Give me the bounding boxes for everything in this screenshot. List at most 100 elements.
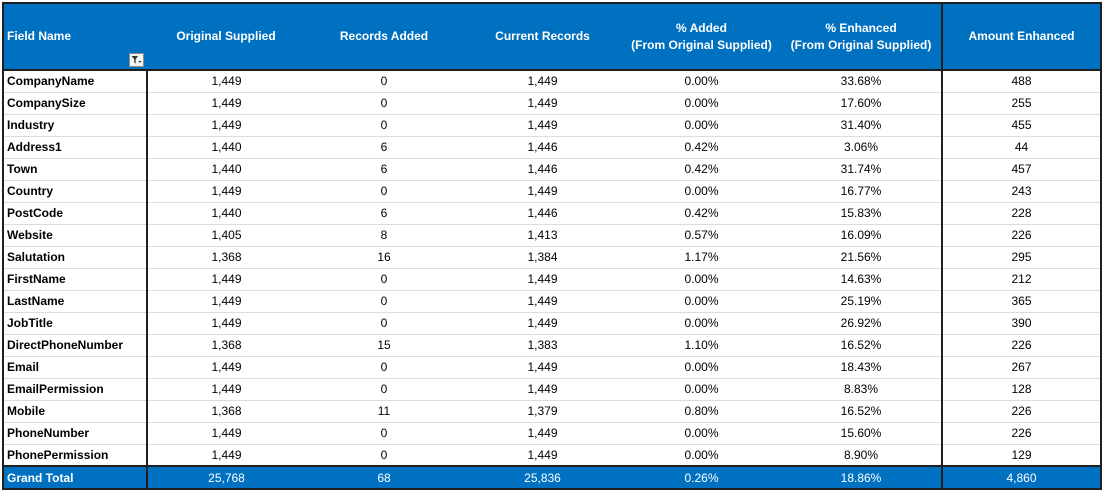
records-added-cell[interactable]: 0 bbox=[305, 422, 463, 445]
pct-added-cell[interactable]: 1.17% bbox=[622, 246, 781, 269]
amount-enhanced-cell[interactable]: 243 bbox=[942, 180, 1102, 203]
grand-total-added[interactable]: 68 bbox=[305, 465, 463, 490]
amount-enhanced-cell[interactable]: 226 bbox=[942, 422, 1102, 445]
original-supplied-cell[interactable]: 1,440 bbox=[147, 158, 305, 181]
amount-enhanced-cell[interactable]: 226 bbox=[942, 224, 1102, 247]
amount-enhanced-cell[interactable]: 295 bbox=[942, 246, 1102, 269]
pct-added-cell[interactable]: 0.00% bbox=[622, 378, 781, 401]
grand-total-current[interactable]: 25,836 bbox=[463, 465, 622, 490]
grand-total-label[interactable]: Grand Total bbox=[2, 465, 148, 490]
original-supplied-cell[interactable]: 1,449 bbox=[147, 290, 305, 313]
pct-enhanced-cell[interactable]: 16.77% bbox=[781, 180, 943, 203]
pct-enhanced-cell[interactable]: 14.63% bbox=[781, 268, 943, 291]
pct-enhanced-cell[interactable]: 15.83% bbox=[781, 202, 943, 225]
grand-total-original[interactable]: 25,768 bbox=[147, 465, 305, 490]
pct-enhanced-cell[interactable]: 16.52% bbox=[781, 334, 943, 357]
original-supplied-cell[interactable]: 1,449 bbox=[147, 422, 305, 445]
current-records-cell[interactable]: 1,449 bbox=[463, 290, 622, 313]
original-supplied-cell[interactable]: 1,368 bbox=[147, 334, 305, 357]
amount-enhanced-cell[interactable]: 129 bbox=[942, 444, 1102, 467]
current-records-cell[interactable]: 1,449 bbox=[463, 92, 622, 115]
records-added-cell[interactable]: 0 bbox=[305, 92, 463, 115]
pct-added-cell[interactable]: 0.00% bbox=[622, 70, 781, 93]
pct-added-cell[interactable]: 0.00% bbox=[622, 180, 781, 203]
current-records-cell[interactable]: 1,446 bbox=[463, 136, 622, 159]
pct-enhanced-cell[interactable]: 16.09% bbox=[781, 224, 943, 247]
original-supplied-cell[interactable]: 1,449 bbox=[147, 444, 305, 467]
records-added-cell[interactable]: 0 bbox=[305, 70, 463, 93]
pct-added-header[interactable]: % Added (From Original Supplied) bbox=[622, 2, 781, 71]
pct-added-cell[interactable]: 0.00% bbox=[622, 268, 781, 291]
pct-enhanced-cell[interactable]: 26.92% bbox=[781, 312, 943, 335]
grand-total-pct-added[interactable]: 0.26% bbox=[622, 465, 781, 490]
pct-added-cell[interactable]: 0.80% bbox=[622, 400, 781, 423]
amount-enhanced-cell[interactable]: 226 bbox=[942, 334, 1102, 357]
pct-enhanced-cell[interactable]: 31.40% bbox=[781, 114, 943, 137]
field-name-cell[interactable]: PostCode bbox=[2, 202, 148, 225]
current-records-cell[interactable]: 1,446 bbox=[463, 202, 622, 225]
pct-added-cell[interactable]: 0.00% bbox=[622, 290, 781, 313]
amount-enhanced-cell[interactable]: 228 bbox=[942, 202, 1102, 225]
pct-added-cell[interactable]: 0.00% bbox=[622, 422, 781, 445]
field-name-cell[interactable]: PhoneNumber bbox=[2, 422, 148, 445]
amount-enhanced-cell[interactable]: 128 bbox=[942, 378, 1102, 401]
field-name-cell[interactable]: JobTitle bbox=[2, 312, 148, 335]
field-name-cell[interactable]: LastName bbox=[2, 290, 148, 313]
amount-enhanced-cell[interactable]: 255 bbox=[942, 92, 1102, 115]
records-added-cell[interactable]: 6 bbox=[305, 158, 463, 181]
original-supplied-cell[interactable]: 1,449 bbox=[147, 312, 305, 335]
grand-total-amount[interactable]: 4,860 bbox=[942, 465, 1102, 490]
records-added-cell[interactable]: 0 bbox=[305, 312, 463, 335]
pct-enhanced-cell[interactable]: 21.56% bbox=[781, 246, 943, 269]
pct-enhanced-header[interactable]: % Enhanced (From Original Supplied) bbox=[781, 2, 943, 71]
original-supplied-cell[interactable]: 1,449 bbox=[147, 180, 305, 203]
records-added-cell[interactable]: 0 bbox=[305, 268, 463, 291]
pct-added-cell[interactable]: 0.42% bbox=[622, 136, 781, 159]
pct-added-cell[interactable]: 0.00% bbox=[622, 312, 781, 335]
field-name-cell[interactable]: Website bbox=[2, 224, 148, 247]
field-name-cell[interactable]: Country bbox=[2, 180, 148, 203]
pct-enhanced-cell[interactable]: 8.90% bbox=[781, 444, 943, 467]
pct-enhanced-cell[interactable]: 8.83% bbox=[781, 378, 943, 401]
current-records-cell[interactable]: 1,449 bbox=[463, 378, 622, 401]
field-name-cell[interactable]: Mobile bbox=[2, 400, 148, 423]
amount-enhanced-cell[interactable]: 365 bbox=[942, 290, 1102, 313]
amount-enhanced-cell[interactable]: 212 bbox=[942, 268, 1102, 291]
field-name-cell[interactable]: CompanySize bbox=[2, 92, 148, 115]
original-supplied-header[interactable]: Original Supplied bbox=[147, 2, 305, 71]
records-added-cell[interactable]: 16 bbox=[305, 246, 463, 269]
current-records-cell[interactable]: 1,449 bbox=[463, 268, 622, 291]
original-supplied-cell[interactable]: 1,368 bbox=[147, 400, 305, 423]
records-added-cell[interactable]: 8 bbox=[305, 224, 463, 247]
current-records-cell[interactable]: 1,449 bbox=[463, 114, 622, 137]
pct-enhanced-cell[interactable]: 15.60% bbox=[781, 422, 943, 445]
records-added-header[interactable]: Records Added bbox=[305, 2, 463, 71]
current-records-cell[interactable]: 1,449 bbox=[463, 312, 622, 335]
pct-added-cell[interactable]: 0.42% bbox=[622, 202, 781, 225]
pct-added-cell[interactable]: 1.10% bbox=[622, 334, 781, 357]
field-name-cell[interactable]: Town bbox=[2, 158, 148, 181]
field-name-cell[interactable]: FirstName bbox=[2, 268, 148, 291]
original-supplied-cell[interactable]: 1,440 bbox=[147, 136, 305, 159]
original-supplied-cell[interactable]: 1,449 bbox=[147, 70, 305, 93]
current-records-cell[interactable]: 1,379 bbox=[463, 400, 622, 423]
records-added-cell[interactable]: 0 bbox=[305, 378, 463, 401]
current-records-cell[interactable]: 1,449 bbox=[463, 70, 622, 93]
field-name-cell[interactable]: PhonePermission bbox=[2, 444, 148, 467]
current-records-cell[interactable]: 1,383 bbox=[463, 334, 622, 357]
amount-enhanced-cell[interactable]: 390 bbox=[942, 312, 1102, 335]
filter-dropdown-icon[interactable] bbox=[129, 53, 144, 67]
original-supplied-cell[interactable]: 1,449 bbox=[147, 92, 305, 115]
pct-enhanced-cell[interactable]: 33.68% bbox=[781, 70, 943, 93]
pct-added-cell[interactable]: 0.00% bbox=[622, 92, 781, 115]
current-records-cell[interactable]: 1,446 bbox=[463, 158, 622, 181]
records-added-cell[interactable]: 6 bbox=[305, 136, 463, 159]
field-name-cell[interactable]: DirectPhoneNumber bbox=[2, 334, 148, 357]
pct-enhanced-cell[interactable]: 17.60% bbox=[781, 92, 943, 115]
pct-added-cell[interactable]: 0.00% bbox=[622, 356, 781, 379]
records-added-cell[interactable]: 0 bbox=[305, 444, 463, 467]
pct-enhanced-cell[interactable]: 16.52% bbox=[781, 400, 943, 423]
current-records-cell[interactable]: 1,413 bbox=[463, 224, 622, 247]
original-supplied-cell[interactable]: 1,449 bbox=[147, 268, 305, 291]
field-name-cell[interactable]: Email bbox=[2, 356, 148, 379]
